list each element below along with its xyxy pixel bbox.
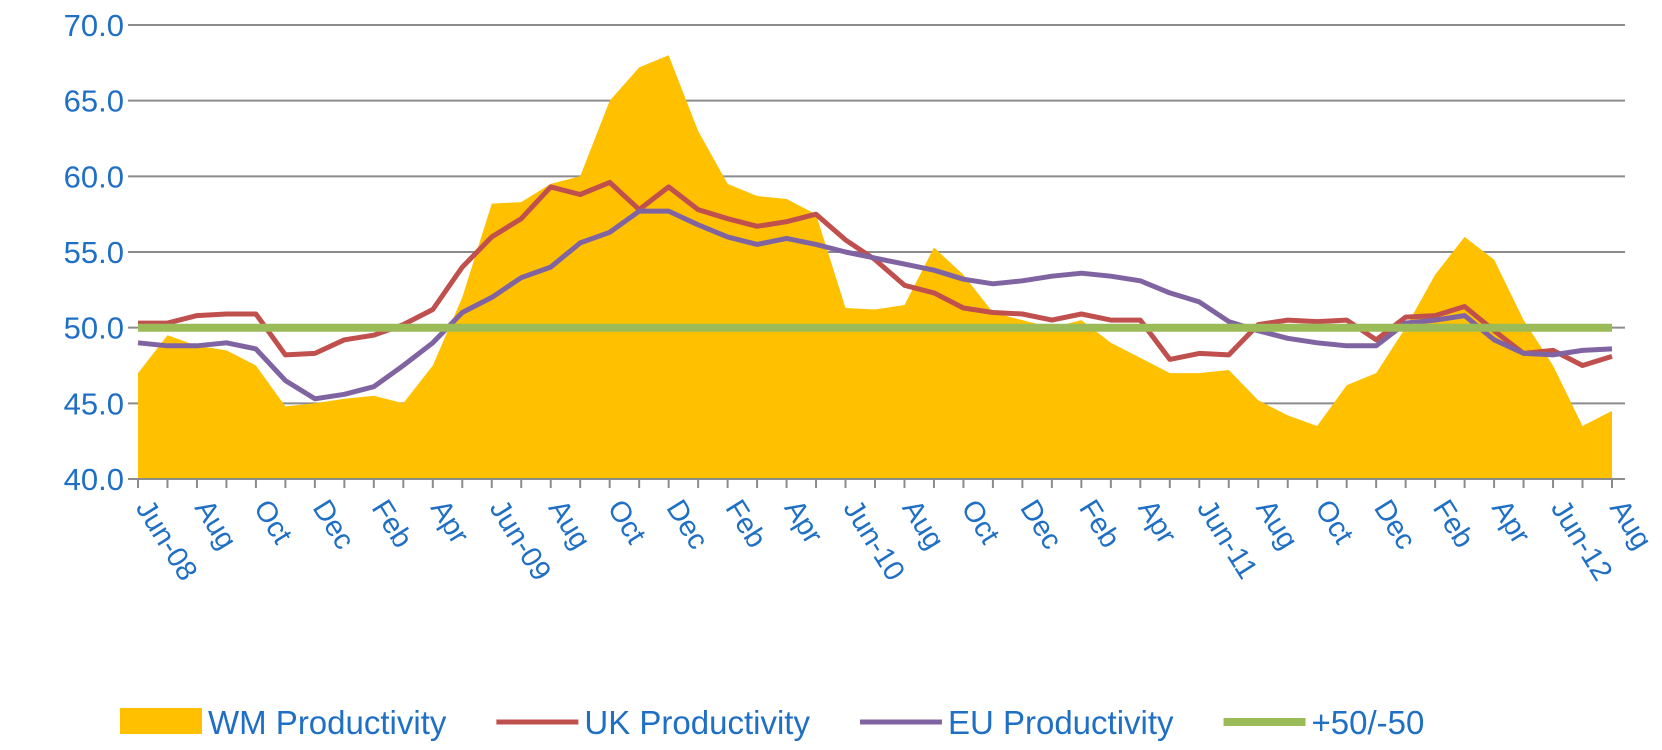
x-tick-label: Oct (601, 494, 652, 549)
x-tick-label: Aug (542, 494, 596, 555)
x-tick-label: Apr (778, 494, 829, 550)
legend-item: EU Productivity (859, 704, 1174, 741)
y-tick-label: 55.0 (64, 235, 124, 270)
y-tick-label: 45.0 (64, 386, 124, 421)
legend-label: WM Productivity (208, 704, 447, 741)
legend-item: +50/-50 (1223, 704, 1425, 741)
x-tick-label: Aug (188, 494, 242, 555)
area (138, 55, 1612, 480)
x-tick-label: Dec (1367, 494, 1421, 555)
x-tick-label: Apr (1485, 494, 1536, 550)
x-tick-label: Feb (719, 494, 773, 553)
y-tick-label: 70.0 (64, 8, 124, 43)
y-tick-label: 50.0 (64, 311, 124, 346)
legend-item: UK Productivity (496, 704, 810, 741)
x-tick-label: Oct (955, 494, 1006, 549)
x-tick-label: Aug (1249, 494, 1303, 555)
line (137, 208, 1613, 402)
legend-label: UK Productivity (584, 704, 810, 741)
x-tick-label: Oct (247, 494, 298, 549)
legend-swatch (120, 708, 202, 734)
x-tick-label: Feb (1426, 494, 1480, 553)
x-tick-label: Apr (424, 494, 475, 550)
legend-label: EU Productivity (948, 704, 1174, 741)
x-tick-label: Aug (1603, 494, 1657, 555)
x-tick-label: Feb (1072, 494, 1126, 553)
y-tick-label: 65.0 (64, 84, 124, 119)
x-tick-label: Feb (365, 494, 419, 553)
x-tick-label: Jun-11 (1190, 494, 1263, 584)
y-tick-label: 60.0 (64, 159, 124, 194)
x-tick-label: Apr (1131, 494, 1182, 550)
x-tick-label: Oct (1308, 494, 1359, 549)
x-tick-label: Dec (660, 494, 714, 555)
x-tick-label: Aug (896, 494, 950, 555)
x-tick-label: Dec (1014, 494, 1068, 555)
x-tick-label: Dec (306, 494, 360, 555)
legend-label: +50/-50 (1312, 704, 1425, 741)
legend-item: WM Productivity (120, 704, 447, 741)
y-tick-label: 40.0 (64, 462, 124, 497)
